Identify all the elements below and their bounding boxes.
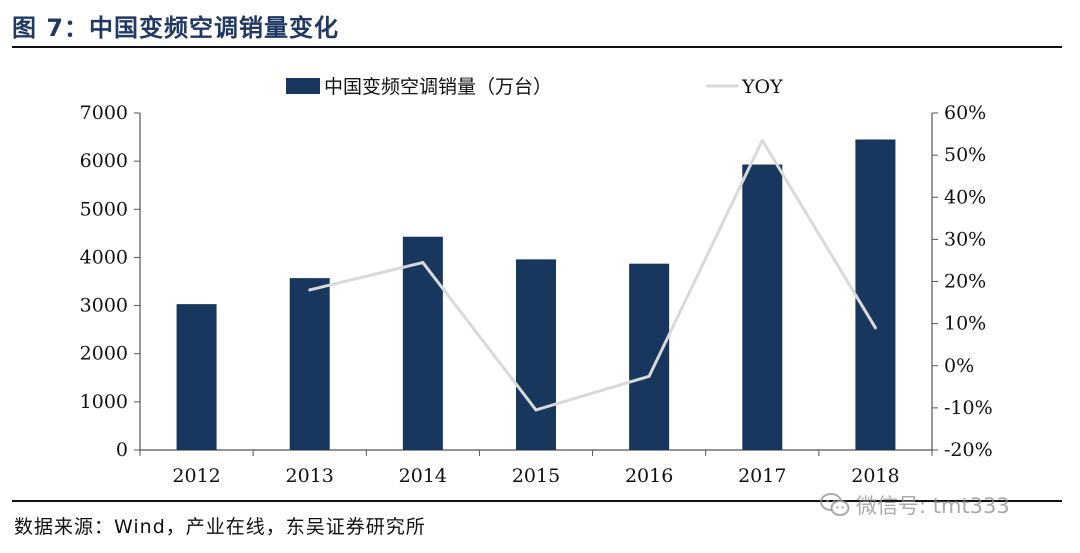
yoy-point-2017 — [760, 138, 764, 142]
left-tick-label: 0 — [116, 439, 128, 461]
x-tick-label: 2015 — [512, 465, 560, 487]
legend-bar-swatch — [286, 78, 320, 94]
x-tick-label: 2014 — [399, 465, 447, 487]
source-note: 数据来源：Wind，产业在线，东吴证券研究所 — [14, 516, 426, 538]
legend-line-label: YOY — [741, 76, 783, 98]
wechat-icon — [820, 493, 850, 516]
bar-2014 — [402, 236, 443, 450]
x-tick-label: 2016 — [625, 465, 673, 487]
left-tick-label: 5000 — [80, 198, 128, 220]
right-tick-label: 50% — [944, 144, 986, 166]
right-tick-label: 30% — [944, 228, 986, 250]
bar-2016 — [629, 263, 670, 450]
left-tick-label: 7000 — [80, 102, 128, 124]
right-tick-label: 10% — [944, 313, 986, 335]
bar-2017 — [742, 164, 783, 450]
yoy-line — [309, 138, 877, 412]
right-tick-label: -10% — [944, 397, 993, 419]
bottom-rule — [12, 500, 1062, 502]
left-tick-label: 3000 — [80, 295, 128, 317]
left-tick-label: 6000 — [80, 150, 128, 172]
legend-bar-label: 中国变频空调销量（万台） — [324, 76, 552, 98]
yoy-point-2014 — [421, 261, 425, 265]
x-tick-label: 2018 — [851, 465, 899, 487]
x-tick-label: 2012 — [172, 465, 220, 487]
yoy-point-2013 — [308, 288, 312, 292]
figure-title: 图 7：中国变频空调销量变化 — [12, 14, 340, 42]
x-tick-label: 2013 — [286, 465, 334, 487]
right-tick-label: 0% — [944, 355, 974, 377]
top-rule — [12, 46, 1062, 48]
bar-2018 — [855, 139, 896, 450]
watermark-text: 微信号: tmt333 — [856, 494, 1010, 518]
right-tick-label: 60% — [944, 102, 986, 124]
yoy-point-2015 — [534, 408, 538, 412]
bar-2013 — [289, 278, 330, 450]
watermark: 微信号: tmt333 — [820, 490, 1010, 520]
bar-2015 — [516, 259, 556, 450]
bar-2012 — [176, 304, 217, 450]
yoy-point-2016 — [647, 374, 651, 378]
left-tick-label: 2000 — [80, 343, 128, 365]
right-tick-label: -20% — [944, 439, 993, 461]
x-tick-label: 2017 — [738, 465, 786, 487]
left-tick-label: 4000 — [80, 246, 128, 268]
right-tick-label: 40% — [944, 186, 986, 208]
right-tick-label: 20% — [944, 271, 986, 293]
yoy-point-2018 — [873, 326, 877, 330]
left-tick-label: 1000 — [80, 391, 128, 413]
